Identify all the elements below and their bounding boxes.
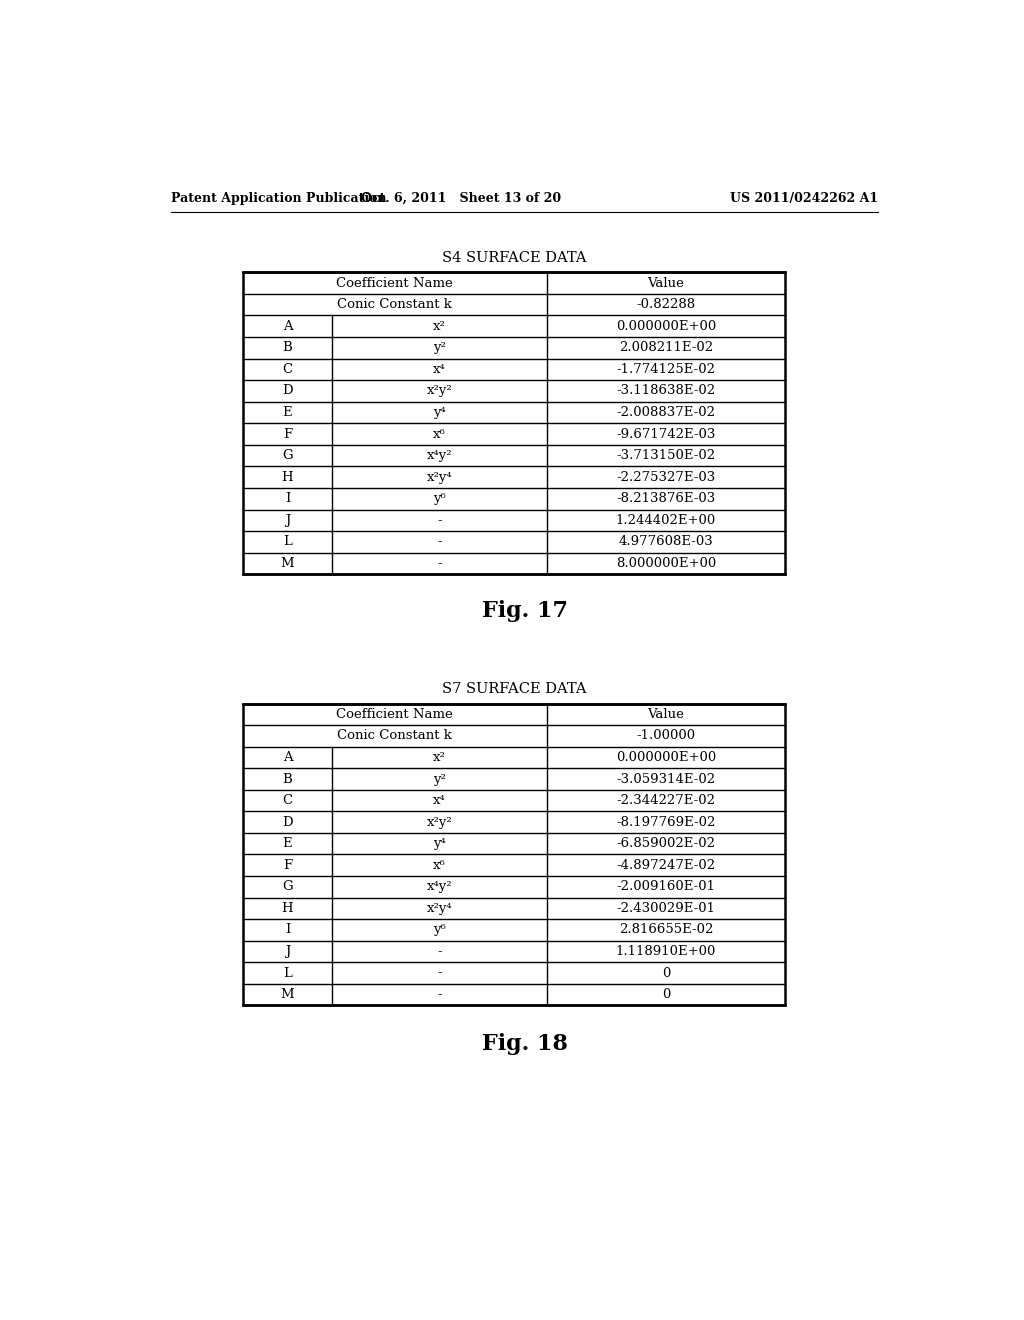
- Text: x²: x²: [433, 319, 445, 333]
- Text: 1.244402E+00: 1.244402E+00: [615, 513, 716, 527]
- Bar: [243, 704, 785, 1006]
- Text: Conic Constant k: Conic Constant k: [337, 730, 452, 742]
- Text: G: G: [283, 449, 293, 462]
- Text: -2.430029E-01: -2.430029E-01: [616, 902, 716, 915]
- Text: S7 SURFACE DATA: S7 SURFACE DATA: [441, 682, 586, 696]
- Text: x⁶: x⁶: [433, 859, 445, 871]
- Text: -0.82288: -0.82288: [636, 298, 695, 312]
- Text: B: B: [283, 772, 292, 785]
- Text: 8.000000E+00: 8.000000E+00: [615, 557, 716, 570]
- Text: Value: Value: [647, 277, 684, 289]
- Text: C: C: [283, 795, 293, 807]
- Text: 0: 0: [662, 966, 670, 979]
- Text: -1.00000: -1.00000: [636, 730, 695, 742]
- Text: y²: y²: [433, 342, 445, 354]
- Text: y⁶: y⁶: [433, 492, 445, 506]
- Text: -2.009160E-01: -2.009160E-01: [616, 880, 716, 894]
- Text: B: B: [283, 342, 292, 354]
- Text: -3.059314E-02: -3.059314E-02: [616, 772, 716, 785]
- Text: -: -: [437, 513, 441, 527]
- Text: -: -: [437, 989, 441, 1001]
- Text: y⁶: y⁶: [433, 924, 445, 936]
- Text: 2.816655E-02: 2.816655E-02: [618, 924, 713, 936]
- Text: x²: x²: [433, 751, 445, 764]
- Text: y⁴: y⁴: [433, 407, 445, 418]
- Text: L: L: [283, 966, 292, 979]
- Text: -3.118638E-02: -3.118638E-02: [616, 384, 716, 397]
- Text: Oct. 6, 2011   Sheet 13 of 20: Oct. 6, 2011 Sheet 13 of 20: [361, 191, 561, 205]
- Text: J: J: [285, 945, 290, 958]
- Text: x⁶: x⁶: [433, 428, 445, 441]
- Text: -8.213876E-03: -8.213876E-03: [616, 492, 716, 506]
- Text: -4.897247E-02: -4.897247E-02: [616, 859, 716, 871]
- Text: Coefficient Name: Coefficient Name: [336, 277, 453, 289]
- Text: 4.977608E-03: 4.977608E-03: [618, 536, 714, 548]
- Text: -3.713150E-02: -3.713150E-02: [616, 449, 716, 462]
- Text: C: C: [283, 363, 293, 376]
- Text: -1.774125E-02: -1.774125E-02: [616, 363, 716, 376]
- Text: -8.197769E-02: -8.197769E-02: [616, 816, 716, 829]
- Text: Patent Application Publication: Patent Application Publication: [171, 191, 386, 205]
- Text: L: L: [283, 536, 292, 548]
- Text: 0: 0: [662, 989, 670, 1001]
- Text: 2.008211E-02: 2.008211E-02: [618, 342, 713, 354]
- Text: x²y²: x²y²: [426, 816, 453, 829]
- Text: I: I: [285, 492, 290, 506]
- Text: y²: y²: [433, 772, 445, 785]
- Text: -9.671742E-03: -9.671742E-03: [616, 428, 716, 441]
- Text: US 2011/0242262 A1: US 2011/0242262 A1: [730, 191, 879, 205]
- Text: Fig. 17: Fig. 17: [482, 601, 567, 622]
- Text: x⁴y²: x⁴y²: [427, 449, 453, 462]
- Text: D: D: [283, 384, 293, 397]
- Text: E: E: [283, 407, 292, 418]
- Text: -6.859002E-02: -6.859002E-02: [616, 837, 716, 850]
- Text: A: A: [283, 319, 292, 333]
- Text: H: H: [282, 471, 293, 483]
- Text: H: H: [282, 902, 293, 915]
- Text: S4 SURFACE DATA: S4 SURFACE DATA: [441, 251, 586, 264]
- Text: x²y⁴: x²y⁴: [427, 471, 453, 483]
- Text: F: F: [283, 859, 292, 871]
- Text: x⁴: x⁴: [433, 795, 445, 807]
- Text: -: -: [437, 945, 441, 958]
- Text: Coefficient Name: Coefficient Name: [336, 708, 453, 721]
- Text: J: J: [285, 513, 290, 527]
- Text: A: A: [283, 751, 292, 764]
- Bar: [243, 272, 785, 574]
- Text: -2.344227E-02: -2.344227E-02: [616, 795, 716, 807]
- Text: F: F: [283, 428, 292, 441]
- Text: Fig. 18: Fig. 18: [482, 1032, 567, 1055]
- Text: x²y⁴: x²y⁴: [427, 902, 453, 915]
- Text: -: -: [437, 966, 441, 979]
- Text: -: -: [437, 557, 441, 570]
- Text: -2.275327E-03: -2.275327E-03: [616, 471, 716, 483]
- Text: 0.000000E+00: 0.000000E+00: [615, 319, 716, 333]
- Text: x⁴: x⁴: [433, 363, 445, 376]
- Text: E: E: [283, 837, 292, 850]
- Text: 1.118910E+00: 1.118910E+00: [615, 945, 716, 958]
- Text: I: I: [285, 924, 290, 936]
- Text: G: G: [283, 880, 293, 894]
- Text: y⁴: y⁴: [433, 837, 445, 850]
- Text: Value: Value: [647, 708, 684, 721]
- Text: D: D: [283, 816, 293, 829]
- Text: x⁴y²: x⁴y²: [427, 880, 453, 894]
- Text: Conic Constant k: Conic Constant k: [337, 298, 452, 312]
- Text: -2.008837E-02: -2.008837E-02: [616, 407, 716, 418]
- Text: 0.000000E+00: 0.000000E+00: [615, 751, 716, 764]
- Text: -: -: [437, 536, 441, 548]
- Text: x²y²: x²y²: [426, 384, 453, 397]
- Text: M: M: [281, 989, 294, 1001]
- Text: M: M: [281, 557, 294, 570]
